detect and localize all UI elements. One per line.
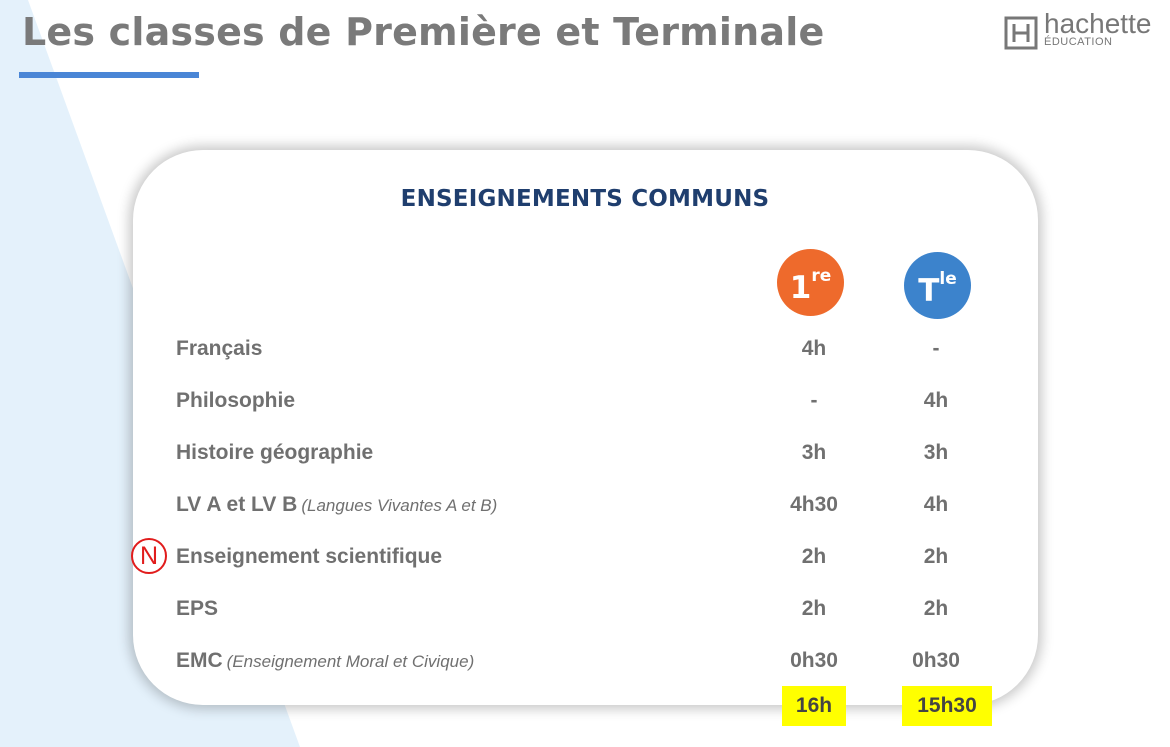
table-row: Français 4h - bbox=[0, 337, 1170, 367]
subject-note: (Langues Vivantes A et B) bbox=[301, 496, 498, 515]
badge-premiere-sup: re bbox=[811, 266, 832, 286]
hours-terminale: 4h bbox=[923, 493, 949, 516]
hours-terminale: - bbox=[932, 337, 940, 360]
subject-note: (Enseignement Moral et Civique) bbox=[226, 652, 475, 671]
column-badge-premiere: 1re bbox=[777, 249, 844, 316]
subject-label: EPS bbox=[176, 597, 219, 620]
table-row: Enseignement scientifique 2h 2h bbox=[0, 545, 1170, 575]
page-title: Les classes de Première et Terminale bbox=[22, 10, 825, 54]
total-terminale: 15h30 bbox=[902, 686, 992, 726]
title-underline bbox=[19, 72, 199, 78]
card-title: ENSEIGNEMENTS COMMUNS bbox=[400, 186, 770, 212]
hachette-logo: hachette ÉDUCATION bbox=[1004, 8, 1154, 52]
hours-premiere: 2h bbox=[801, 545, 827, 568]
hours-terminale: 2h bbox=[923, 597, 949, 620]
column-badge-terminale: Tle bbox=[904, 252, 971, 319]
hours-premiere: 4h bbox=[801, 337, 827, 360]
hours-terminale: 2h bbox=[923, 545, 949, 568]
hours-premiere: - bbox=[810, 389, 818, 412]
subject-label: Philosophie bbox=[176, 389, 296, 412]
hours-premiere: 4h30 bbox=[790, 493, 838, 516]
logo-wordmark: hachette bbox=[1044, 8, 1152, 39]
subject-label: Français bbox=[176, 337, 263, 360]
badge-premiere-main: 1 bbox=[789, 270, 812, 307]
table-row: Philosophie - 4h bbox=[0, 389, 1170, 419]
hours-premiere: 2h bbox=[801, 597, 827, 620]
hours-terminale: 4h bbox=[923, 389, 949, 412]
hours-premiere: 0h30 bbox=[790, 649, 838, 672]
hachette-logo-icon bbox=[1004, 16, 1038, 50]
logo-subtitle: ÉDUCATION bbox=[1044, 36, 1113, 48]
hours-terminale: 0h30 bbox=[912, 649, 960, 672]
table-row: EPS 2h 2h bbox=[0, 597, 1170, 627]
total-premiere: 16h bbox=[782, 686, 846, 726]
hours-premiere: 3h bbox=[801, 441, 827, 464]
subject-label: EMC (Enseignement Moral et Civique) bbox=[176, 649, 475, 672]
table-row: LV A et LV B (Langues Vivantes A et B) 4h… bbox=[0, 493, 1170, 523]
subject-label: LV A et LV B (Langues Vivantes A et B) bbox=[176, 493, 498, 516]
subject-label: Enseignement scientifique bbox=[176, 545, 443, 568]
badge-terminale-main: T bbox=[918, 273, 940, 310]
table-row: EMC (Enseignement Moral et Civique) 0h30 … bbox=[0, 649, 1170, 679]
hours-terminale: 3h bbox=[923, 441, 949, 464]
content-card bbox=[133, 150, 1038, 705]
table-row: Histoire géographie 3h 3h bbox=[0, 441, 1170, 471]
badge-terminale-sup: le bbox=[939, 269, 957, 289]
subject-label: Histoire géographie bbox=[176, 441, 374, 464]
new-subject-icon: N bbox=[131, 538, 167, 574]
